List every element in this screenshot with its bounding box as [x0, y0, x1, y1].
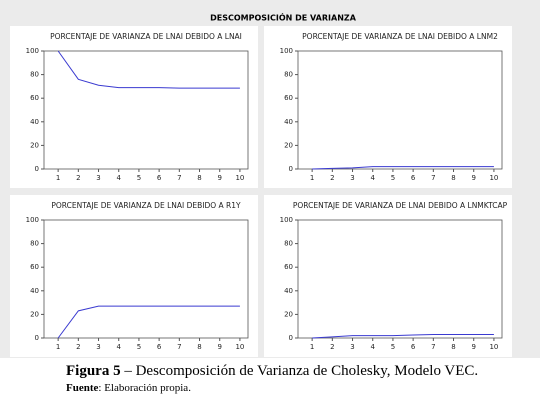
caption: Figura 5 – Descomposición de Varianza de…: [66, 363, 478, 379]
x-tick-label: 5: [137, 174, 141, 182]
x-tick-label: 1: [56, 174, 60, 182]
source: Fuente: Elaboración propia.: [66, 382, 191, 394]
y-tick-label: 20: [30, 141, 39, 149]
y-tick-label: 100: [26, 47, 39, 55]
x-tick-label: 7: [431, 343, 435, 351]
x-tick-label: 8: [197, 343, 201, 351]
x-tick-label: 6: [157, 343, 162, 351]
y-tick-label: 60: [30, 263, 39, 271]
x-tick-label: 4: [116, 343, 121, 351]
caption-text: – Descomposición de Varianza de Cholesky…: [123, 363, 478, 379]
y-tick-label: 20: [30, 310, 39, 318]
x-tick-label: 1: [310, 174, 314, 182]
source-text: : Elaboración propia.: [98, 382, 191, 394]
figure-title: DESCOMPOSICIÓN DE VARIANZA: [210, 12, 357, 23]
y-tick-label: 20: [284, 141, 293, 149]
x-tick-label: 2: [330, 343, 334, 351]
x-tick-label: 1: [310, 343, 314, 351]
x-tick-label: 2: [330, 174, 334, 182]
y-tick-label: 80: [284, 240, 293, 248]
x-tick-label: 7: [177, 343, 181, 351]
x-tick-label: 10: [235, 174, 244, 182]
x-tick-label: 7: [177, 174, 181, 182]
plot-frame: [43, 50, 249, 170]
plot-frame: [297, 50, 503, 170]
plot-frame: [43, 219, 249, 339]
y-tick-label: 60: [30, 94, 39, 102]
y-tick-label: 40: [284, 118, 293, 126]
panel-title: PORCENTAJE DE VARIANZA DE LNAI DEBIDO A …: [51, 201, 241, 210]
y-tick-label: 60: [284, 263, 293, 271]
x-tick-label: 9: [217, 174, 221, 182]
x-tick-label: 2: [76, 174, 80, 182]
x-tick-label: 4: [116, 174, 121, 182]
y-tick-label: 0: [289, 165, 293, 173]
plot-frame: [297, 219, 503, 339]
x-tick-label: 3: [96, 174, 100, 182]
x-tick-label: 6: [157, 174, 162, 182]
y-tick-label: 60: [284, 94, 293, 102]
x-tick-label: 9: [471, 174, 475, 182]
y-tick-label: 0: [35, 165, 39, 173]
series-line: [312, 333, 494, 339]
x-tick-label: 10: [489, 343, 498, 351]
x-tick-label: 9: [217, 343, 221, 351]
series-line: [57, 305, 240, 339]
y-tick-label: 80: [30, 240, 39, 248]
panel-title: PORCENTAJE DE VARIANZA DE LNAI DEBIDO A …: [302, 32, 498, 41]
source-label: Fuente: [66, 382, 99, 394]
y-tick-label: 20: [284, 310, 293, 318]
x-tick-label: 6: [411, 343, 416, 351]
x-tick-label: 8: [197, 174, 201, 182]
x-tick-label: 5: [391, 174, 395, 182]
x-tick-label: 5: [137, 343, 141, 351]
y-tick-label: 40: [284, 287, 293, 295]
series-line: [312, 166, 494, 170]
x-tick-label: 3: [96, 343, 100, 351]
x-tick-label: 10: [235, 343, 244, 351]
x-tick-label: 8: [451, 343, 455, 351]
y-tick-label: 100: [26, 216, 39, 224]
x-tick-label: 4: [370, 174, 375, 182]
x-tick-label: 2: [76, 343, 80, 351]
series-line: [57, 50, 240, 89]
x-tick-label: 7: [431, 174, 435, 182]
y-tick-label: 80: [284, 71, 293, 79]
x-tick-label: 9: [471, 343, 475, 351]
x-tick-label: 5: [391, 343, 395, 351]
x-tick-label: 8: [451, 174, 455, 182]
y-tick-label: 40: [30, 287, 39, 295]
x-tick-label: 4: [370, 343, 375, 351]
x-tick-label: 3: [350, 174, 354, 182]
y-tick-label: 100: [280, 216, 293, 224]
panel-title: PORCENTAJE DE VARIANZA DE LNAI DEBIDO A …: [50, 32, 242, 41]
panel-title: PORCENTAJE DE VARIANZA DE LNAI DEBIDO A …: [293, 201, 508, 210]
x-tick-label: 6: [411, 174, 416, 182]
caption-label: Figura 5: [66, 363, 121, 379]
y-tick-label: 40: [30, 118, 39, 126]
y-tick-label: 100: [280, 47, 293, 55]
x-tick-label: 1: [56, 343, 60, 351]
x-tick-label: 3: [350, 343, 354, 351]
x-tick-label: 10: [489, 174, 498, 182]
y-tick-label: 0: [35, 334, 39, 342]
y-tick-label: 80: [30, 71, 39, 79]
y-tick-label: 0: [289, 334, 293, 342]
